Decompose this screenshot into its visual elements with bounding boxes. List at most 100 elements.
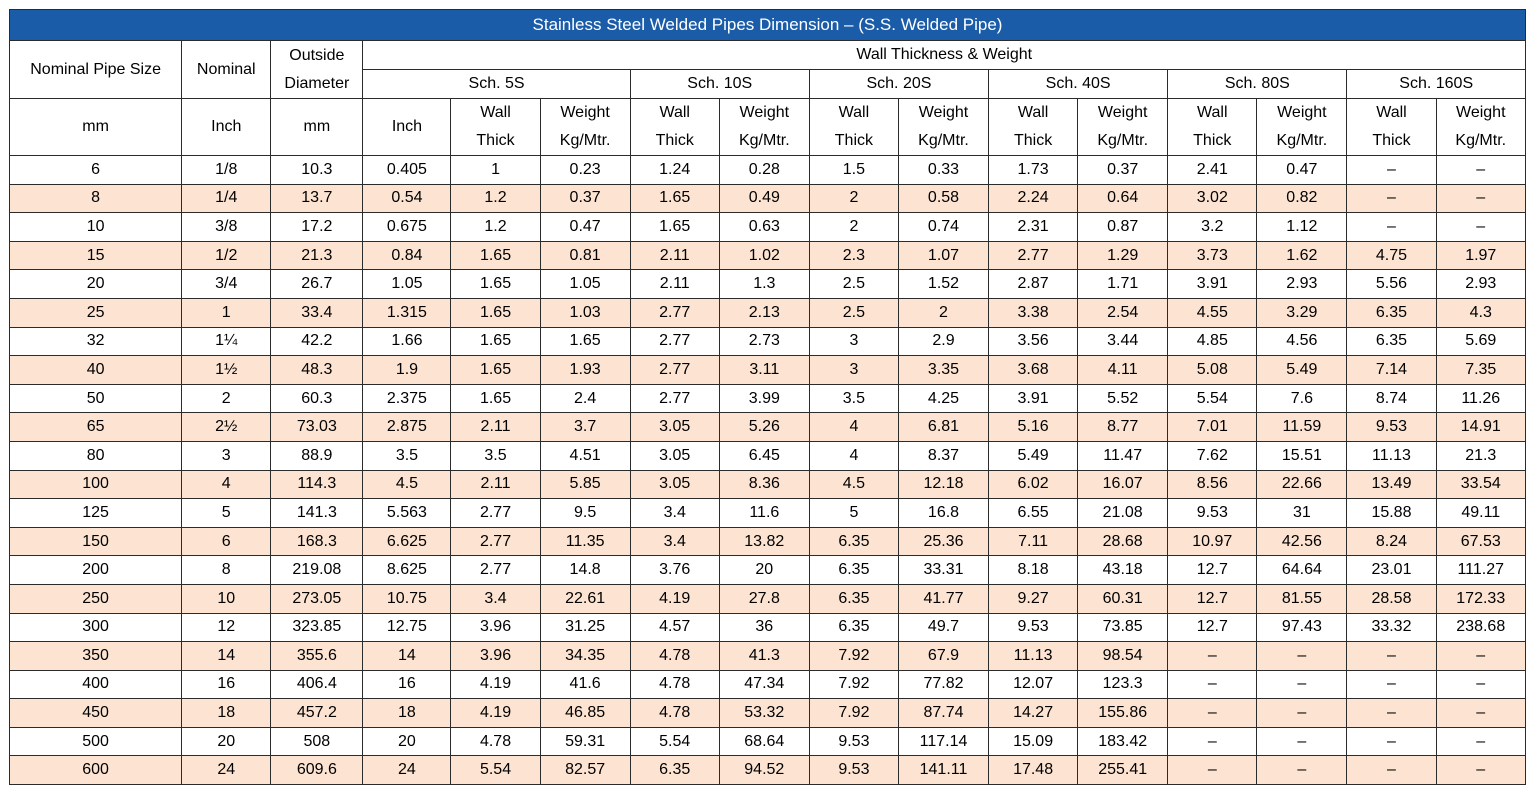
table-cell: 4.19	[450, 698, 541, 728]
table-cell: 1	[450, 155, 541, 185]
header-weight-line1: Weight	[1456, 104, 1506, 121]
table-cell: 32	[8, 326, 183, 357]
table-cell: 114.3	[270, 469, 364, 500]
table-cell: 2.13	[718, 297, 810, 328]
table-cell: 1.05	[362, 269, 452, 299]
header-weight-unit: Weight Kg/Mtr.	[539, 98, 631, 156]
table-cell: 3.29	[1256, 297, 1348, 328]
table-cell: 2.31	[988, 212, 1079, 242]
header-wall-line1: Wall	[480, 104, 511, 121]
table-cell: 10	[8, 212, 183, 242]
table-cell: 355.6	[270, 641, 364, 671]
table-cell: 1	[181, 297, 272, 328]
table-cell: 2.77	[450, 498, 541, 528]
table-cell: 9.53	[808, 726, 899, 757]
table-cell: –	[1346, 726, 1437, 757]
table-cell: 250	[8, 583, 183, 614]
header-weight-unit: Weight Kg/Mtr.	[1435, 98, 1527, 156]
table-cell: 9.27	[988, 583, 1079, 614]
table-cell: 0.37	[539, 183, 631, 214]
table-cell: 9.53	[988, 612, 1079, 643]
header-weight-line2: Kg/Mtr.	[918, 132, 969, 149]
table-cell: 73.85	[1077, 612, 1169, 643]
table-cell: 28.68	[1077, 526, 1169, 557]
header-weight-line1: Weight	[560, 104, 610, 121]
header-wall-line2: Thick	[1372, 132, 1411, 149]
table-body: 6 1/8 10.3 0.405 1 0.23 1.24 0.28 1.5 0.33 1.73 0.3…	[8, 155, 1527, 786]
table-cell: 400	[8, 669, 183, 700]
table-cell: –	[1435, 755, 1527, 786]
table-cell: 22.66	[1256, 469, 1348, 500]
header-unit-od-mm: mm	[270, 98, 364, 156]
table-row: 40 1½ 48.3 1.9 1.65 1.93 2.77 3.11 3 3.35 3.68 4.11…	[8, 355, 1527, 385]
header-weight-line2: Kg/Mtr.	[1455, 132, 1507, 149]
table-cell: 28.58	[1346, 583, 1437, 614]
table-cell: –	[1167, 755, 1258, 786]
table-cell: 2.93	[1435, 269, 1527, 299]
table-cell: 8.24	[1346, 526, 1437, 557]
table-cell: 48.3	[270, 355, 364, 385]
table-cell: 1.12	[1256, 212, 1348, 242]
table-cell: –	[1435, 669, 1527, 700]
header-weight-unit: Weight Kg/Mtr.	[897, 98, 990, 156]
table-cell: 1.65	[450, 355, 541, 385]
table-cell: 1/2	[181, 240, 272, 271]
table-cell: 15.51	[1256, 440, 1348, 471]
header-weight-unit: Weight Kg/Mtr.	[1077, 98, 1169, 156]
table-cell: 1.93	[539, 355, 631, 385]
table-cell: 238.68	[1435, 612, 1527, 643]
table-cell: 10	[181, 583, 272, 614]
table-cell: 9.53	[1346, 412, 1437, 442]
table-row: 150 6 168.3 6.625 2.77 11.35 3.4 13.82 6.35 25.36…	[8, 526, 1527, 557]
table-cell: 3.2	[1167, 212, 1258, 242]
table-cell: –	[1435, 183, 1527, 214]
table-cell: 450	[8, 698, 183, 728]
header-outside-diameter: Outside Diameter	[270, 40, 364, 99]
header-outside-diameter-line2: Diameter	[284, 74, 350, 92]
table-cell: 9.5	[539, 498, 631, 528]
table-cell: 4.75	[1346, 240, 1437, 271]
table-cell: 1.2	[450, 212, 541, 242]
table-cell: 3.7	[539, 412, 631, 442]
table-cell: 3.76	[629, 555, 720, 585]
table-cell: 9.53	[808, 755, 899, 786]
table-cell: 41.77	[897, 583, 990, 614]
table-cell: –	[1346, 755, 1437, 786]
table-cell: 87.74	[897, 698, 990, 728]
table-cell: 25.36	[897, 526, 990, 557]
table-cell: 60.31	[1077, 583, 1169, 614]
table-row: 600 24 609.6 24 5.54 82.57 6.35 94.52 9.53 141.11…	[8, 755, 1527, 786]
table-cell: 4.51	[539, 440, 631, 471]
table-cell: 1.3	[718, 269, 810, 299]
header-sch-5s: Sch. 5S	[362, 69, 631, 99]
table-cell: 97.43	[1256, 612, 1348, 643]
table-cell: 5.52	[1077, 383, 1169, 414]
table-cell: 10.3	[270, 155, 364, 185]
table-cell: 5.26	[718, 412, 810, 442]
table-cell: 5.16	[988, 412, 1079, 442]
header-wall-line2: Thick	[476, 132, 515, 149]
table-cell: 3.05	[629, 440, 720, 471]
table-cell: 183.42	[1077, 726, 1169, 757]
table-cell: 1.2	[450, 183, 541, 214]
table-cell: 1.65	[450, 297, 541, 328]
table-cell: 6	[181, 526, 272, 557]
table-cell: 17.2	[270, 212, 364, 242]
table-cell: 31	[1256, 498, 1348, 528]
table-cell: 3.99	[718, 383, 810, 414]
table-cell: 255.41	[1077, 755, 1169, 786]
table-cell: 33.4	[270, 297, 364, 328]
table-cell: 6.55	[988, 498, 1079, 528]
table-row: 125 5 141.3 5.563 2.77 9.5 3.4 11.6 5 16.8 6.55 21.…	[8, 498, 1527, 528]
header-unit-inch: Inch	[181, 98, 272, 156]
table-cell: 5	[808, 498, 899, 528]
header-wall-line1: Wall	[659, 104, 690, 121]
table-cell: 5.54	[450, 755, 541, 786]
table-cell: 12	[181, 612, 272, 643]
table-cell: 100	[8, 469, 183, 500]
table-cell: 11.59	[1256, 412, 1348, 442]
table-cell: 10.75	[362, 583, 452, 614]
table-cell: 0.63	[718, 212, 810, 242]
table-cell: 2.77	[629, 355, 720, 385]
table-cell: 4	[808, 412, 899, 442]
